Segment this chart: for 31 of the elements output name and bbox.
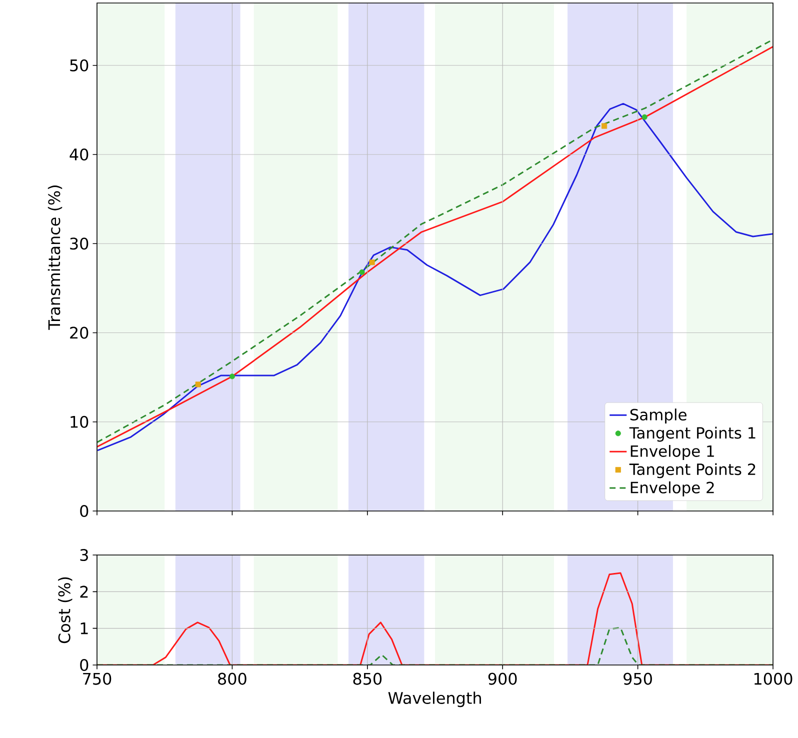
y-axis-title: Transmittance (%) bbox=[48, 186, 62, 330]
x-tick-label: 950 bbox=[624, 672, 652, 685]
point bbox=[601, 123, 608, 129]
x-axis-title: Wavelength bbox=[388, 692, 481, 708]
x-tick-label: 900 bbox=[488, 672, 517, 685]
y-tick-label: 2 bbox=[80, 586, 88, 598]
y-tick-label: 1 bbox=[80, 622, 88, 634]
y-tick-label: 0 bbox=[80, 658, 88, 672]
legend-label: Tangent Points 2 bbox=[629, 463, 756, 478]
line-series bbox=[97, 626, 774, 665]
x-tick-label: 800 bbox=[218, 672, 246, 685]
y-tick-label: 30 bbox=[70, 238, 88, 250]
legend-label: Sample bbox=[630, 408, 686, 424]
y-tick-label: 50 bbox=[70, 59, 88, 72]
point bbox=[195, 382, 201, 388]
point bbox=[642, 114, 648, 120]
y-tick-label: 0 bbox=[80, 504, 88, 518]
legend-label: Envelope 2 bbox=[630, 481, 714, 496]
legend-label: Envelope 1 bbox=[630, 444, 714, 460]
y-tick-label: 10 bbox=[70, 416, 88, 428]
x-tick-label: 1000 bbox=[754, 672, 792, 685]
y-axis-title: Cost (%) bbox=[58, 577, 72, 644]
x-tick-label: 850 bbox=[353, 672, 382, 685]
x-tick-label: 750 bbox=[83, 672, 112, 685]
point bbox=[359, 269, 365, 275]
point bbox=[369, 260, 375, 266]
y-tick-label: 3 bbox=[80, 548, 88, 562]
legend-label: Tangent Points 1 bbox=[629, 426, 756, 442]
y-tick-label: 20 bbox=[70, 326, 88, 339]
y-tick-label: 40 bbox=[70, 148, 88, 161]
point bbox=[229, 374, 235, 380]
